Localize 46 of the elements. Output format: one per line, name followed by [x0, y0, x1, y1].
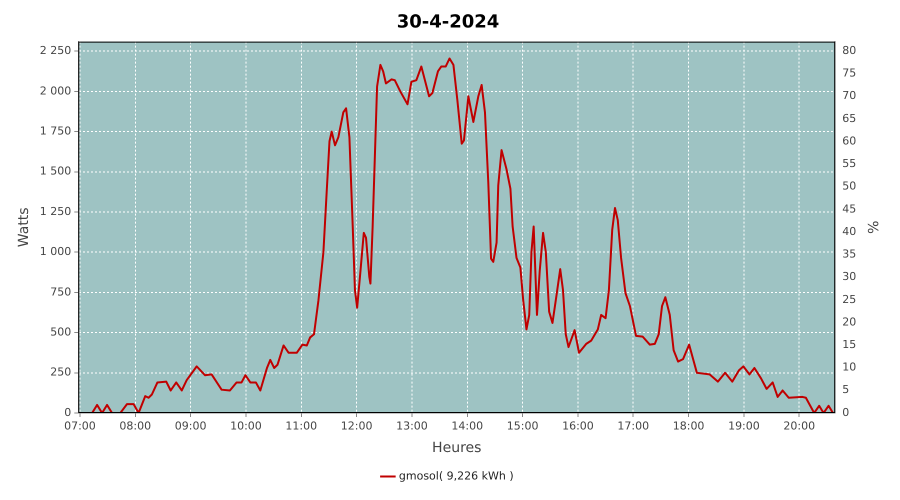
y-tick-label: 500	[50, 325, 72, 338]
x-tick-label: 20:00	[783, 419, 816, 432]
y-axis-title: Watts	[16, 207, 32, 248]
y-tick-label: 1 500	[40, 164, 72, 178]
x-tick-label: 13:00	[396, 419, 428, 432]
x-tick-label: 10:00	[230, 419, 262, 432]
x-tick-label: 11:00	[285, 419, 318, 432]
y2-tick-label: 15	[842, 338, 856, 352]
x-tick-label: 14:00	[451, 419, 484, 432]
x-tick-label: 15:00	[506, 419, 538, 432]
y2-tick-label: 75	[842, 66, 856, 80]
y2-tick-label: 45	[842, 202, 856, 216]
y2-tick-label: 25	[842, 292, 856, 306]
x-axis-title: Heures	[432, 440, 482, 456]
x-tick-label: 19:00	[728, 419, 760, 432]
y2-tick-label: 55	[842, 157, 856, 170]
y-tick-label: 2 250	[40, 44, 72, 58]
y2-tick-label: 30	[842, 270, 856, 284]
y-tick-label: 250	[50, 366, 72, 379]
y-tick-label: 750	[50, 285, 72, 298]
y-tick-label: 2 000	[40, 84, 72, 98]
y2-tick-label: 5	[842, 383, 850, 396]
y2-tick-label: 20	[842, 315, 856, 328]
x-tick-label: 18:00	[672, 419, 704, 432]
y2-tick-label: 65	[842, 112, 856, 125]
x-tick-label: 12:00	[340, 419, 372, 432]
y2-tick-label: 0	[842, 406, 850, 419]
y-tick-label: 0	[64, 406, 72, 419]
x-tick-label: 08:00	[119, 419, 152, 432]
x-tick-label: 17:00	[617, 419, 650, 432]
y2-tick-label: 70	[842, 89, 856, 102]
legend-label: gmosol( 9,226 kWh )	[398, 469, 514, 482]
y2-tick-label: 40	[842, 224, 856, 238]
y2-tick-label: 10	[842, 360, 856, 374]
x-tick-label: 09:00	[174, 419, 206, 432]
x-tick-label: 07:00	[64, 419, 96, 432]
y-tick-label: 1 750	[40, 124, 72, 138]
y-tick-label: 1 250	[40, 204, 72, 218]
y2-tick-label: 35	[842, 248, 856, 261]
y2-tick-label: 80	[842, 44, 856, 57]
x-tick-label: 16:00	[562, 419, 594, 432]
y2-tick-label: 50	[842, 180, 856, 193]
y-tick-label: 1 000	[40, 245, 72, 258]
y2-axis-title: %	[864, 220, 880, 234]
y2-tick-label: 60	[842, 134, 856, 148]
chart-title: 30-4-2024	[396, 11, 500, 32]
